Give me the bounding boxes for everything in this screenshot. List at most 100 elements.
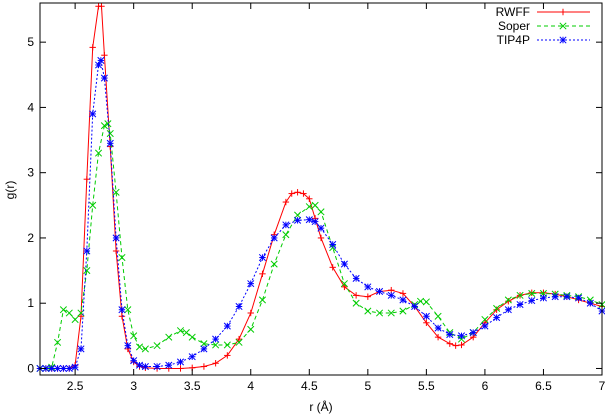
data-point-tip4p [563,293,571,301]
legend-marker-rwff [559,8,567,16]
data-point-tip4p [586,299,594,307]
data-point-rwff [458,341,465,349]
x-axis-label: r (Å) [309,399,332,414]
series-tip4p [36,56,605,373]
data-point-soper [416,297,425,305]
data-point-rwff [101,52,108,59]
data-point-tip4p [48,364,56,373]
data-point-rwff [224,352,231,359]
data-point-tip4p [446,330,454,339]
data-point-tip4p [387,291,395,299]
data-point-soper [364,307,372,315]
data-point-soper [130,332,138,340]
data-point-rwff [235,335,243,343]
data-point-soper [141,345,149,353]
data-point-soper [153,342,161,350]
data-point-soper [282,231,290,239]
data-point-tip4p [165,361,173,369]
x-tick-label: 4.5 [301,379,318,393]
x-tick-label: 6 [482,379,489,393]
data-point-soper [100,122,108,130]
data-point-soper [176,327,185,335]
data-point-soper [104,120,112,128]
data-point-tip4p [399,296,407,304]
data-point-rwff [306,195,313,202]
data-point-tip4p [528,297,536,305]
data-point-rwff [177,365,184,372]
data-point-tip4p [97,56,105,64]
data-point-rwff [77,313,85,320]
data-point-soper [481,315,489,324]
data-point-rwff [282,198,290,206]
data-point-tip4p [106,139,114,147]
x-tick-label: 7 [599,379,605,393]
data-point-soper [387,309,395,317]
data-point-soper [71,315,79,324]
y-axis-label: g(r) [3,181,17,200]
x-tick-label: 5.5 [418,379,435,393]
data-point-tip4p [112,234,120,242]
data-point-soper [200,340,208,348]
legend-marker-tip4p [559,36,567,44]
data-point-soper [311,201,319,209]
plot-area [36,3,605,373]
data-point-tip4p [153,362,161,371]
data-point-tip4p [124,342,132,350]
legend-label-rwff: RWFF [496,5,530,19]
data-point-rwff [200,363,208,370]
data-point-tip4p [493,314,501,322]
data-point-tip4p [551,293,559,301]
data-point-soper [493,304,501,312]
data-point-tip4p [188,353,196,361]
x-tick-label: 2.5 [67,379,84,393]
x-tick-label: 3 [130,379,137,393]
data-point-rwff [247,309,254,317]
data-point-tip4p [77,345,85,353]
data-point-tip4p [305,216,313,224]
data-point-rwff [352,292,360,299]
y-tick-label: 5 [27,35,34,49]
legend-label-tip4p: TIP4P [497,33,530,47]
data-point-tip4p [223,322,231,330]
data-point-tip4p [83,247,91,255]
y-tick-label: 4 [27,100,34,114]
data-point-tip4p [516,300,524,309]
data-point-soper [305,203,313,211]
data-point-rwff [399,290,407,297]
plot-frame [39,2,603,376]
data-point-soper [329,244,337,252]
data-point-rwff [83,176,91,183]
data-point-tip4p [89,110,97,118]
x-tick-label: 6.5 [535,379,552,393]
data-point-rwff [364,293,372,300]
data-point-tip4p [329,240,337,249]
series-line-soper [40,122,603,369]
data-point-rwff [423,319,430,326]
data-point-soper [528,289,536,297]
data-point-soper [212,341,220,349]
data-point-tip4p [575,294,583,302]
data-point-soper [54,338,62,346]
data-point-tip4p [270,234,278,242]
data-point-rwff [259,270,266,278]
data-point-soper [434,312,442,320]
data-point-tip4p [352,274,360,282]
data-point-soper [65,309,73,317]
data-point-soper [375,309,384,317]
data-point-soper [83,267,91,275]
y-tick-label: 3 [27,166,34,180]
data-point-rwff [452,342,459,349]
data-point-tip4p [340,260,348,268]
data-point-tip4p [100,74,108,82]
data-point-rwff [112,247,120,255]
data-point-tip4p [311,218,319,226]
data-point-soper [457,335,466,343]
data-point-soper [223,341,231,349]
data-point-rwff [294,189,301,196]
y-tick-label: 2 [27,231,34,245]
data-point-soper [135,343,144,351]
data-point-tip4p [282,221,290,229]
series-line-tip4p [40,58,603,369]
